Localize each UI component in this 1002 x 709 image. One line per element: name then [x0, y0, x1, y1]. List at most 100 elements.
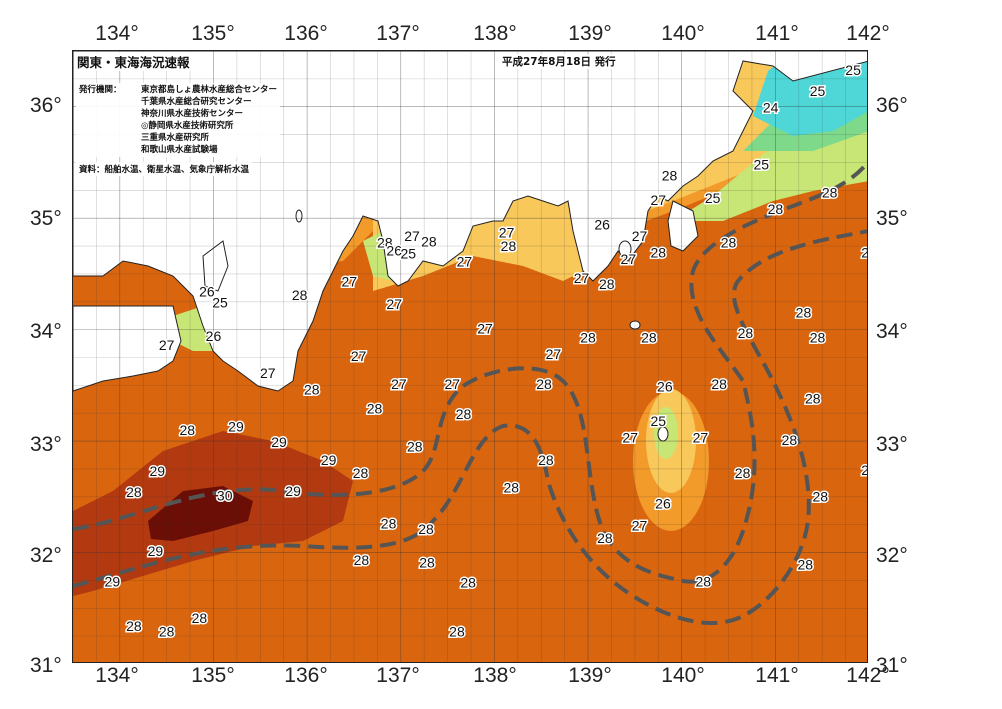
graticule — [73, 51, 867, 662]
temperature-label: 27 — [159, 337, 175, 353]
temperature-label: 27 — [444, 376, 460, 392]
temperature-label: 27 — [341, 274, 357, 290]
temperature-label: 25 — [212, 295, 228, 311]
agency-item: ◎静岡県水産技術研究所 — [141, 121, 234, 131]
temperature-label: 28 — [456, 406, 472, 422]
temperature-label: 30 — [217, 488, 233, 504]
data-source: 資料：船舶水温、衛星水温、気象庁解析水温 — [76, 162, 253, 176]
lon-label-139: 139° — [568, 22, 612, 45]
land-boso — [667, 200, 699, 252]
temperature-label: 28 — [449, 623, 465, 639]
lat-label-right-33: 33° — [876, 433, 908, 456]
sea-30-zone — [148, 486, 253, 541]
temperature-label: 28 — [580, 329, 596, 345]
temperature-label: 29 — [321, 452, 337, 468]
temperature-label: 28 — [304, 382, 320, 398]
agency-item: 神奈川県水産技術センター — [141, 109, 244, 119]
temperature-label: 28 — [353, 465, 369, 481]
temperature-label: 29 — [285, 483, 301, 499]
temperature-label: 28 — [159, 623, 175, 639]
temperature-label: 25 — [754, 157, 770, 173]
temperature-label: 27 — [351, 348, 367, 364]
lat-label-34: 34° — [30, 320, 62, 343]
land-niijima — [629, 320, 641, 330]
temperature-label: 27 — [391, 376, 407, 392]
temperature-label: 28 — [460, 574, 476, 590]
lat-label-36: 36° — [30, 94, 62, 117]
issuing-agencies: 発行機関： 東京都島しょ農林水産総合センター 千葉県水産総合研究センター 神奈川… — [76, 83, 281, 157]
lat-label-right-34: 34° — [876, 320, 908, 343]
temperature-label: 28 — [407, 438, 423, 454]
temperature-label: 26 — [386, 242, 402, 258]
lon-label-134: 134° — [95, 22, 139, 45]
temperature-label: 27 — [386, 296, 402, 312]
temperature-label: 27 — [260, 365, 276, 381]
temperature-label: 25 — [400, 246, 416, 262]
temperature-label: 28 — [813, 489, 829, 505]
map-title: 関東・東海海況速報 — [75, 52, 192, 71]
lat-label-right-36: 36° — [876, 94, 908, 117]
temperature-label: 27 — [546, 346, 562, 362]
temperature-label: 26 — [655, 495, 671, 511]
temperature-label: 28 — [822, 184, 838, 200]
lon-label-bottom-134: 134° — [95, 664, 139, 687]
agency-item: 千葉県水産総合研究センター — [141, 97, 252, 107]
land-awaji — [202, 240, 229, 292]
temperature-label: 27 — [574, 270, 590, 286]
lon-label-bottom-142: 142° — [846, 664, 890, 687]
lon-label-140: 140° — [661, 22, 705, 45]
lat-label-right-35: 35° — [876, 207, 908, 230]
lon-label-142: 142° — [846, 22, 890, 45]
temperature-label: 28 — [711, 376, 727, 392]
land-small-island — [295, 209, 303, 223]
temperature-label: 25 — [705, 190, 721, 206]
temperature-label: 28 — [126, 484, 142, 500]
lon-label-bottom-136: 136° — [284, 664, 328, 687]
temperature-label: 27 — [477, 320, 493, 336]
temperature-label: 28 — [810, 329, 826, 345]
temperature-label: 28 — [377, 235, 393, 251]
temperature-label: 28 — [503, 480, 519, 496]
temperature-label: 28 — [651, 245, 667, 261]
temperature-label: 28 — [367, 401, 383, 417]
temperature-label: 28 — [738, 325, 754, 341]
lat-label-32: 32° — [30, 544, 62, 567]
lat-label-right-31: 31° — [876, 654, 908, 677]
kuroshio-axis — [73, 160, 867, 626]
lon-label-138: 138° — [473, 22, 517, 45]
lat-label-right-32: 32° — [876, 544, 908, 567]
temperature-label: 29 — [271, 434, 287, 450]
temperature-label: 27 — [632, 518, 648, 534]
agency-item: 東京都島しょ農林水産総合センター — [141, 85, 278, 95]
temperature-label: 28 — [292, 287, 308, 303]
temperature-label: 28 — [721, 235, 737, 251]
temperature-label: 28 — [597, 530, 613, 546]
temperature-label: 27 — [457, 253, 473, 269]
temperature-label: 28 — [798, 557, 814, 573]
temperature-label: 27 — [404, 228, 420, 244]
temperature-label: 28 — [861, 462, 868, 478]
lat-label-35: 35° — [30, 207, 62, 230]
temperature-label: 27 — [693, 430, 709, 446]
kuroshio-inner-line — [73, 160, 867, 584]
temperature-labels: 2525242528252728282627272828282827282728… — [103, 60, 868, 641]
lon-label-bottom-139: 139° — [568, 664, 612, 687]
temperature-label: 28 — [354, 552, 370, 568]
sea-temperature-map: 2525242528252728282627272828282827282728… — [72, 50, 868, 663]
temperature-label: 28 — [501, 238, 517, 254]
temperature-label: 28 — [418, 521, 434, 537]
land-shikoku — [73, 305, 182, 392]
lon-label-bottom-138: 138° — [473, 664, 517, 687]
temperature-label: 26 — [594, 217, 610, 233]
temperature-label: 28 — [126, 618, 142, 634]
agencies-label: 発行機関： — [79, 85, 122, 95]
temperature-label: 28 — [768, 201, 784, 217]
temperature-label: 28 — [419, 554, 435, 570]
lon-label-bottom-135: 135° — [191, 664, 235, 687]
lon-label-141: 141° — [755, 22, 799, 45]
land-hachijojima — [657, 426, 669, 442]
map-canvas: 2525242528252728282627272828282827282728… — [73, 51, 868, 662]
lon-label-135: 135° — [191, 22, 235, 45]
temperature-label: 28 — [192, 610, 208, 626]
temperature-label: 26 — [199, 284, 215, 300]
